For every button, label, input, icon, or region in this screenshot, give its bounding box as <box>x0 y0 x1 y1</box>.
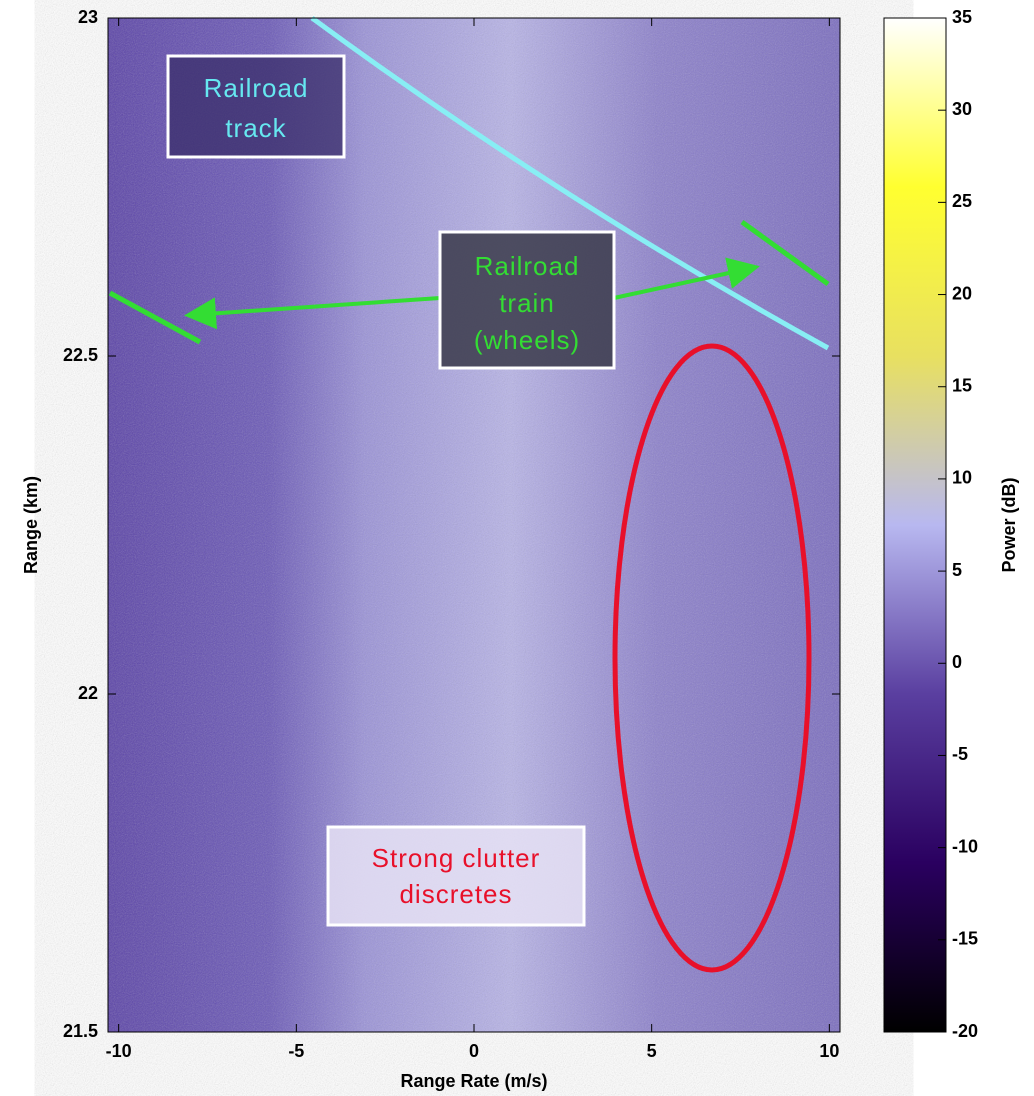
colorbar-tick-label: -10 <box>952 836 978 856</box>
annotation-text: (wheels) <box>474 325 580 355</box>
x-tick-label: -5 <box>288 1041 304 1061</box>
x-tick-label: 0 <box>469 1041 479 1061</box>
y-tick-label: 21.5 <box>63 1021 98 1041</box>
x-tick-label: 5 <box>647 1041 657 1061</box>
colorbar-tick-label: 35 <box>952 7 972 27</box>
colorbar-tick-label: 15 <box>952 375 972 395</box>
colorbar-tick-label: -5 <box>952 744 968 764</box>
y-tick-label: 23 <box>78 7 98 27</box>
colorbar-tick-label: 5 <box>952 560 962 580</box>
colorbar-label: Power (dB) <box>999 477 1019 572</box>
y-tick-label: 22 <box>78 683 98 703</box>
annotation-text: Strong clutter <box>372 843 541 873</box>
colorbar-tick-label: -20 <box>952 1021 978 1041</box>
y-axis-label: Range (km) <box>21 476 41 574</box>
colorbar-tick-label: 30 <box>952 99 972 119</box>
colorbar-tick-label: 10 <box>952 468 972 488</box>
annotation-shapes <box>108 15 830 973</box>
colorbar-tick-label: 20 <box>952 283 972 303</box>
annotation-text: Railroad <box>475 251 580 281</box>
radar-image <box>108 18 840 1032</box>
x-tick-label: -10 <box>106 1041 132 1061</box>
annotation-text: Railroad <box>204 73 309 103</box>
colorbar <box>883 17 947 1033</box>
x-tick-label: 10 <box>819 1041 839 1061</box>
annotation-text: track <box>225 113 286 143</box>
x-axis-label: Range Rate (m/s) <box>400 1071 547 1091</box>
colorbar-tick-label: 25 <box>952 191 972 211</box>
annotation-text: discretes <box>399 879 512 909</box>
colorbar-tick-label: -15 <box>952 929 978 949</box>
annotation-text: train <box>499 288 555 318</box>
colorbar-tick-label: 0 <box>952 652 962 672</box>
y-tick-label: 22.5 <box>63 345 98 365</box>
